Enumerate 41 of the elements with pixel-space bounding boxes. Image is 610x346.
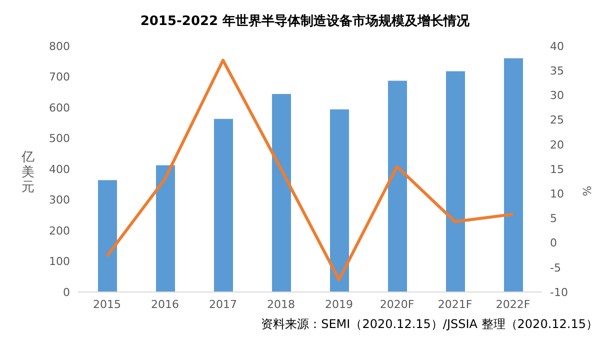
y-tick-label: 300	[49, 194, 70, 207]
y2-tick-label: 30	[550, 89, 564, 102]
y2-tick-label: 25	[550, 114, 564, 127]
line-series	[106, 58, 514, 282]
y2-tick-label: 5	[550, 212, 557, 226]
y-axis-title: 亿美元	[20, 150, 34, 195]
y2-tick-label: -10	[550, 286, 568, 299]
y-tick-label: 600	[49, 101, 70, 114]
x-tick-label: 2018	[267, 298, 295, 311]
y-tick-label: 500	[49, 132, 70, 146]
text: 资料来源：SEMI（2020.12.15）/JSSIA 整理（2020.12.15）	[261, 316, 598, 333]
x-tick-label: 2016	[151, 298, 179, 311]
y-tick-label: 400	[49, 162, 70, 176]
bar	[98, 180, 117, 292]
y2-axis-title: %	[580, 186, 593, 196]
y2-tick-label: 20	[550, 138, 564, 152]
bar	[330, 109, 349, 292]
y2-tick-label: 10	[550, 188, 564, 201]
y2-tick-label: 0	[550, 236, 557, 250]
x-tick-label: 2020F	[380, 298, 414, 311]
x-tick-label: 2022F	[496, 298, 530, 311]
bar	[504, 58, 523, 292]
bar	[272, 94, 291, 292]
y-tick-label: 0	[63, 286, 70, 299]
y-tick-label: 200	[49, 224, 70, 238]
y2-tick-label: 15	[550, 162, 564, 176]
x-tick-label: 2021F	[438, 298, 472, 311]
bar	[446, 71, 465, 292]
chart-title: 2015-2022 年世界半导体制造设备市场规模及增长情况	[139, 12, 471, 31]
y2-tick-label: 40	[550, 40, 564, 53]
x-tick-label: 2019	[325, 298, 353, 311]
y2-tick-label: -5	[550, 261, 561, 274]
y-tick-label: 100	[49, 255, 70, 268]
bar	[214, 118, 233, 292]
y-tick-label: 700	[49, 70, 70, 84]
bar	[156, 165, 175, 292]
x-tick-label: 2017	[209, 298, 237, 311]
x-tick-label: 2015	[93, 298, 121, 311]
y-tick-label: 800	[49, 40, 70, 53]
bar	[388, 80, 407, 292]
y2-tick-label: 35	[550, 64, 564, 78]
